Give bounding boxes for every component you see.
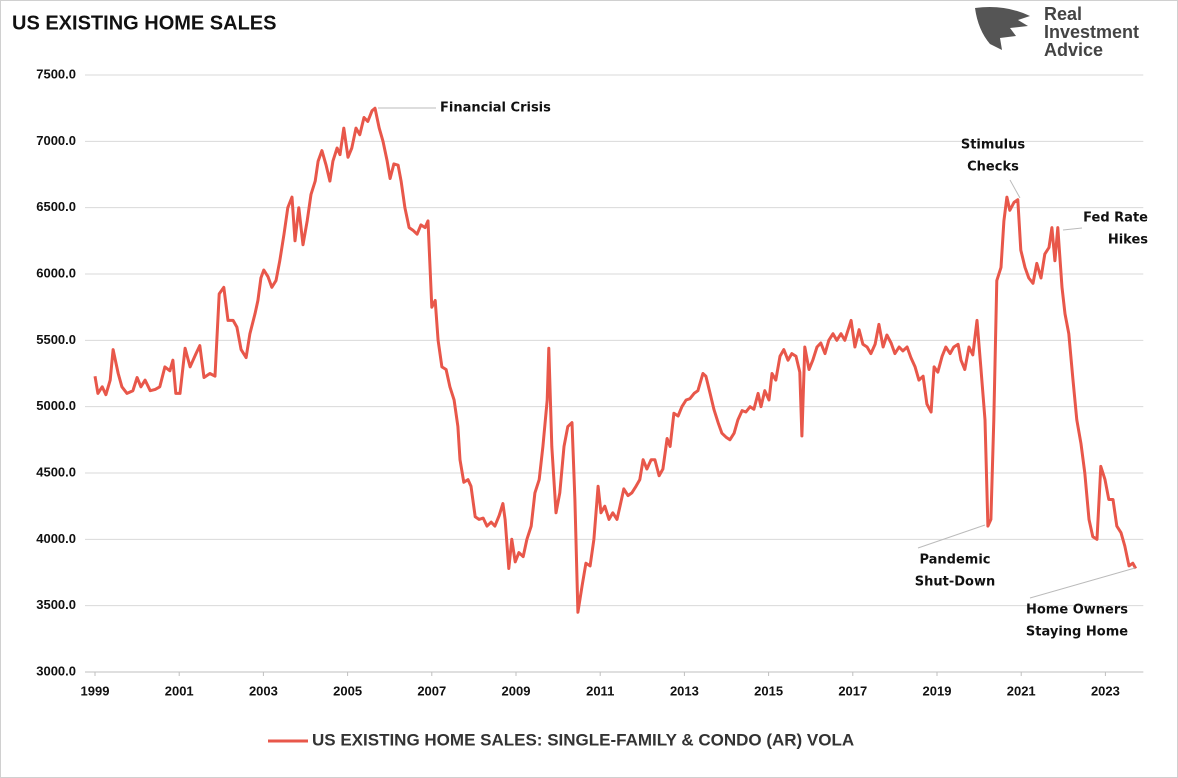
annotation-leader (1062, 227, 1083, 231)
logo: Real Investment Advice (975, 4, 1139, 60)
x-tick-label: 2003 (249, 683, 278, 698)
y-tick-label: 6500.0 (36, 199, 76, 214)
logo-text: Investment (1044, 22, 1139, 42)
x-tick-label: 2017 (838, 683, 867, 698)
x-tick-label: 2021 (1007, 683, 1036, 698)
y-tick-label: 5000.0 (36, 398, 76, 413)
chart-title: US EXISTING HOME SALES (12, 12, 276, 34)
annotation: Financial Crisis (440, 101, 551, 116)
x-tick-label: 2011 (586, 683, 614, 698)
x-tick-label: 2009 (502, 683, 531, 698)
x-tick-label: 2019 (923, 683, 952, 698)
x-tick-label: 2007 (417, 683, 446, 698)
x-tick-label: 2015 (754, 683, 783, 698)
y-tick-label: 5500.0 (36, 332, 76, 347)
x-tick-label: 1999 (81, 683, 110, 698)
annotation: Shut-Down (915, 575, 995, 590)
x-tick-label: 2005 (333, 683, 362, 698)
y-tick-label: 4500.0 (36, 464, 76, 479)
y-tick-label: 3500.0 (36, 597, 76, 612)
x-tick-label: 2001 (165, 683, 194, 698)
annotation: Hikes (1108, 233, 1148, 248)
annotation: Home Owners (1026, 603, 1128, 618)
annotation: Pandemic (919, 553, 990, 568)
y-tick-label: 7500.0 (36, 66, 76, 81)
annotation: Stimulus (961, 138, 1026, 153)
annotation: Staying Home (1026, 625, 1128, 640)
y-tick-label: 3000.0 (36, 663, 76, 678)
annotation: Checks (967, 160, 1019, 175)
y-tick-label: 4000.0 (36, 531, 76, 546)
logo-text: Real (1044, 4, 1082, 24)
y-tick-label: 6000.0 (36, 265, 76, 280)
annotation-leader (1029, 567, 1136, 599)
annotation-leader (917, 524, 986, 549)
logo-text: Advice (1044, 40, 1103, 60)
data-line (93, 106, 1138, 614)
x-tick-label: 2013 (670, 683, 699, 698)
legend-label: US EXISTING HOME SALES: SINGLE-FAMILY & … (312, 730, 854, 749)
annotation-leader (1009, 179, 1021, 199)
x-tick-label: 2023 (1091, 683, 1120, 698)
y-tick-label: 7000.0 (36, 133, 76, 148)
logo-icon (975, 7, 1030, 50)
annotation: Fed Rate (1083, 211, 1148, 226)
